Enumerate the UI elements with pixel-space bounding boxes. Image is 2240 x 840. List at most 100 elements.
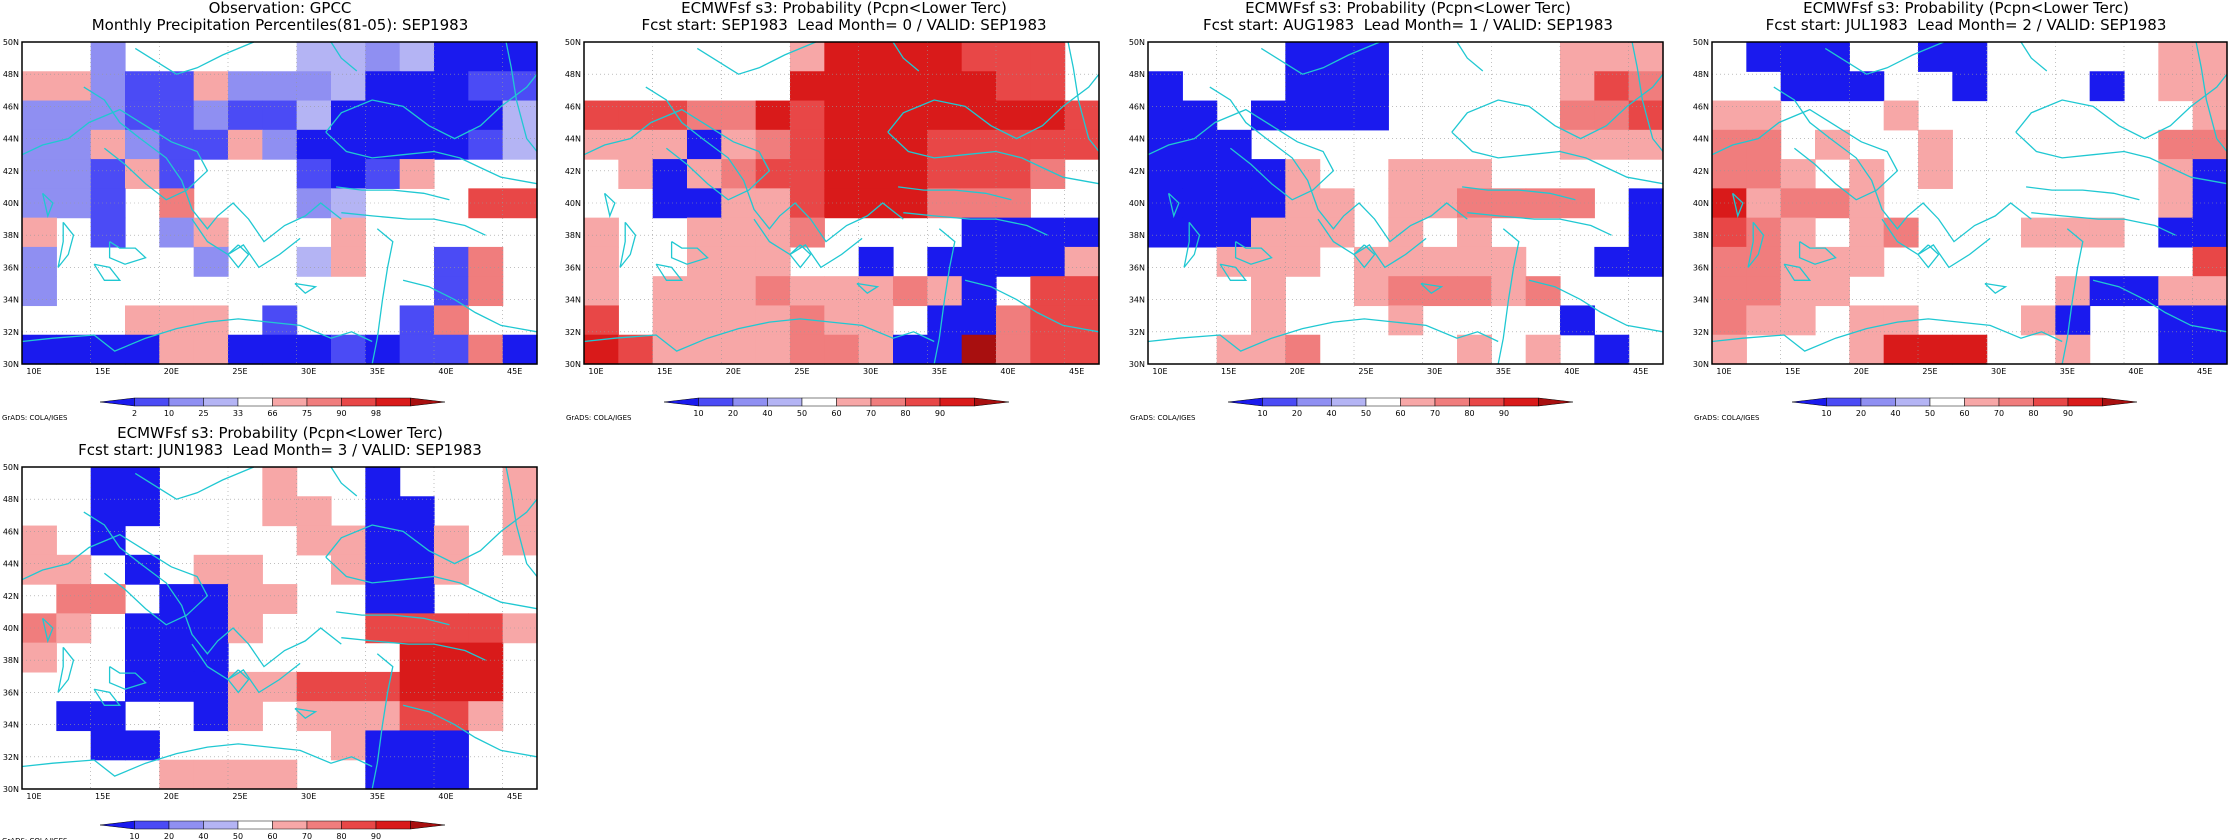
colorbar-swatch (663, 397, 699, 407)
grid-cell (824, 334, 860, 365)
latitude-label: 48N (1129, 70, 1145, 79)
coastline (2031, 212, 2176, 236)
grid-cell (1780, 42, 1816, 72)
coastline (1353, 244, 1376, 269)
grid-cell (502, 71, 538, 102)
coastline (41, 192, 54, 219)
grid-cell (296, 100, 332, 131)
grid-cell (296, 129, 332, 160)
grid-cell (262, 100, 298, 131)
grid-cell (1594, 100, 1630, 131)
longitude-label: 30E (863, 367, 878, 376)
coastline (645, 86, 904, 243)
grid-cell (961, 246, 997, 277)
longitude-label: 10E (26, 792, 41, 801)
grid-cell (1560, 305, 1595, 336)
coastline (191, 643, 301, 694)
grid-cell (1319, 71, 1355, 102)
coastline (856, 282, 880, 295)
coastline (21, 108, 209, 201)
longitude-label: 15E (1221, 367, 1236, 376)
grid-cell (2158, 217, 2194, 248)
grid-cell (434, 759, 469, 790)
grads-credit: GrADS: COLA/IGES (566, 414, 632, 422)
grid-cell (193, 701, 229, 732)
grid-cell (824, 100, 860, 131)
latitude-label: 48N (3, 70, 19, 79)
colorbar-swatch (272, 820, 308, 830)
grid-cell (721, 217, 757, 248)
grid-cell (365, 71, 401, 102)
map-figure: 50N 48N 46N 44N 42N 40N 38N 36N 34N 32N 30N 10E 15E 2… (2, 463, 538, 840)
grid-cell (1319, 217, 1355, 248)
grid-cell (1285, 217, 1321, 248)
grid-cell (22, 613, 57, 644)
grid-cell (228, 129, 263, 160)
coastline (903, 212, 1048, 236)
grid-cell (1780, 188, 1816, 219)
grid-cell (1216, 334, 1252, 365)
coastline (402, 279, 538, 333)
grid-cell (399, 71, 435, 102)
colorbar-label: 20 (728, 409, 738, 418)
grid-cell (2055, 305, 2091, 336)
grid-cell (502, 613, 538, 644)
colorbar-label: 70 (302, 832, 312, 840)
grid-cell (434, 613, 469, 644)
coastline (892, 41, 920, 72)
grid-cell (1148, 71, 1183, 102)
coastline (603, 192, 616, 219)
grid-cell (399, 496, 435, 527)
grid-cell (331, 246, 366, 277)
grid-cell (90, 730, 126, 761)
grid-cell (1216, 217, 1252, 248)
colorbar-label: 40 (198, 832, 208, 840)
latitude-label: 46N (3, 102, 19, 111)
grid-cell (687, 276, 722, 307)
grid-cell (721, 334, 757, 365)
latitude-label: 38N (3, 656, 19, 665)
grid-cell (365, 730, 401, 761)
grid-cell (22, 246, 57, 277)
grid-cell (228, 100, 263, 131)
longitude-label: 45E (1069, 367, 1084, 376)
grid-cell (399, 159, 435, 189)
latitude-label: 50N (1693, 38, 1709, 47)
latitude-label: 32N (1129, 328, 1145, 337)
grid-cell (1628, 246, 1664, 277)
coastline (1984, 282, 2008, 295)
coastline (1420, 282, 1444, 295)
grid-cell (893, 42, 928, 72)
grid-cell (2158, 276, 2194, 307)
grid-cell (1030, 100, 1066, 131)
grid-cell (1560, 71, 1595, 102)
grid-cell (56, 71, 92, 102)
coastline (1456, 41, 1484, 72)
grid-cell (2192, 334, 2228, 365)
colorbar-label: 90 (935, 409, 945, 418)
grid-cell (996, 100, 1031, 131)
panel-title: Observation: GPCC (208, 0, 352, 17)
longitude-label: 40E (1000, 367, 1015, 376)
grid-cell (365, 671, 401, 702)
grid-cell (858, 305, 894, 336)
grid-cell (90, 701, 126, 732)
grid-cell (193, 334, 229, 365)
grid-cell (755, 334, 791, 365)
grid-cell (1780, 217, 1816, 248)
colorbar-swatch (1998, 397, 2034, 407)
grid-cell (961, 129, 997, 160)
grid-cell (365, 334, 401, 365)
grid-cell (2055, 334, 2091, 365)
coastline (336, 186, 450, 201)
latitude-label: 30N (1693, 360, 1709, 369)
grid-cell (721, 129, 757, 160)
grid-cell (331, 671, 366, 702)
grid-cell (1457, 159, 1492, 189)
latitude-label: 32N (3, 328, 19, 337)
grid-cell (193, 71, 229, 102)
grid-cell (961, 305, 997, 336)
colorbar-swatch (1296, 397, 1332, 407)
grid-cell (1712, 305, 1747, 336)
grid-cell (22, 554, 57, 585)
